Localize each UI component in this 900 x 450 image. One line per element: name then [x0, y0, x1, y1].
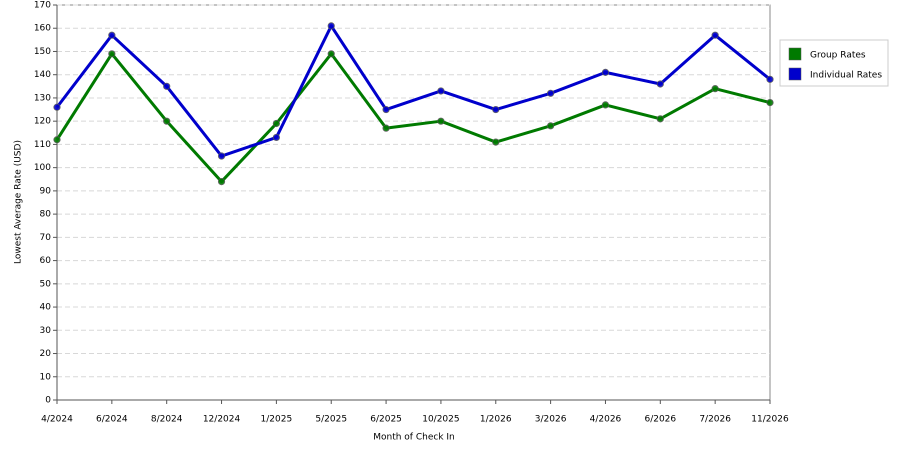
data-point	[217, 177, 226, 186]
y-tick-label: 50	[40, 279, 52, 289]
data-point	[766, 75, 774, 83]
y-tick-label: 30	[40, 326, 52, 336]
data-point	[547, 89, 555, 97]
data-point	[53, 136, 61, 144]
y-tick-label: 60	[40, 256, 52, 266]
legend-swatch	[788, 67, 802, 81]
x-tick-label: 4/2024	[41, 415, 73, 425]
y-tick-label: 140	[34, 70, 51, 80]
data-point	[492, 138, 500, 146]
data-point	[382, 105, 390, 114]
data-point	[272, 133, 280, 142]
data-point	[766, 98, 774, 107]
data-point	[327, 50, 335, 58]
y-tick-label: 100	[34, 163, 51, 173]
y-axis-title: Lowest Average Rate (USD)	[14, 140, 24, 264]
y-tick-label: 80	[40, 210, 52, 220]
legend-label: Individual Rates	[810, 71, 882, 81]
x-tick-label: 6/2026	[644, 415, 676, 425]
y-tick-label: 160	[34, 24, 51, 34]
x-tick-label: 4/2026	[590, 415, 622, 425]
y-tick-label: 170	[34, 1, 51, 11]
x-tick-label: 11/2026	[751, 415, 789, 425]
y-tick-label: 10	[40, 372, 52, 382]
data-point	[711, 85, 719, 93]
x-tick-label: 1/2026	[480, 415, 512, 425]
data-point	[656, 115, 664, 123]
x-tick-label: 6/2025	[370, 415, 402, 425]
y-tick-label: 150	[34, 47, 51, 57]
y-tick-label: 0	[45, 396, 51, 406]
data-point	[656, 80, 664, 88]
data-point	[163, 82, 171, 90]
data-point	[492, 105, 500, 114]
y-tick-label: 110	[34, 140, 51, 150]
data-point	[217, 152, 226, 160]
x-tick-label: 3/2026	[535, 415, 567, 425]
data-point	[547, 122, 555, 130]
legend-swatch	[788, 47, 802, 61]
data-point	[437, 117, 445, 125]
data-point	[108, 50, 116, 58]
x-tick-label: 5/2025	[315, 415, 347, 425]
y-tick-label: 120	[34, 117, 51, 127]
data-point	[601, 68, 610, 76]
data-point	[711, 31, 719, 39]
data-point	[108, 31, 116, 39]
y-tick-label: 70	[40, 233, 52, 243]
data-point	[53, 103, 61, 111]
data-point	[327, 22, 335, 30]
y-tick-label: 90	[40, 186, 52, 196]
data-point	[437, 87, 445, 95]
legend-label: Group Rates	[810, 51, 866, 61]
y-tick-label: 130	[34, 93, 51, 103]
series-line	[55, 52, 771, 184]
x-axis-title: Month of Check In	[373, 433, 455, 443]
data-point	[163, 117, 171, 125]
series-line	[55, 24, 771, 158]
x-tick-label: 12/2024	[203, 415, 241, 425]
x-tick-label: 6/2024	[96, 415, 128, 425]
x-tick-label: 8/2024	[151, 415, 183, 425]
x-tick-label: 10/2025	[422, 415, 459, 425]
x-tick-label: 7/2026	[699, 415, 731, 425]
y-tick-label: 40	[40, 303, 52, 313]
y-tick-label: 20	[40, 349, 52, 359]
data-point	[382, 124, 390, 132]
plot-area	[56, 4, 771, 401]
x-tick-label: 1/2025	[261, 415, 293, 425]
data-point	[601, 101, 610, 109]
data-point	[272, 119, 280, 128]
